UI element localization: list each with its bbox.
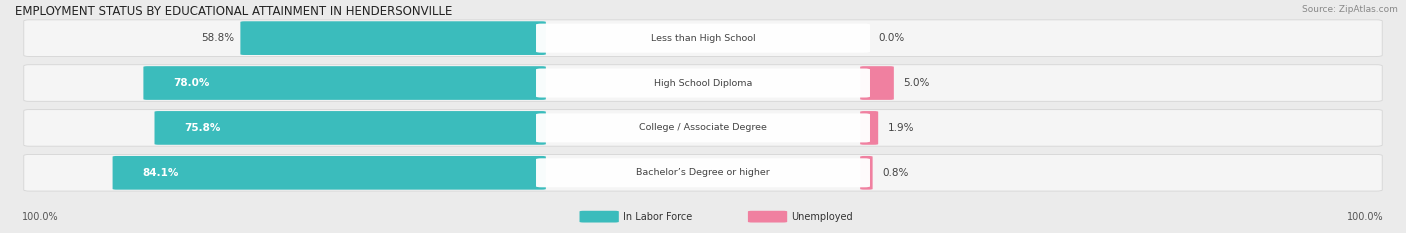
FancyBboxPatch shape	[24, 110, 1382, 146]
Text: 0.8%: 0.8%	[883, 168, 908, 178]
FancyBboxPatch shape	[536, 113, 870, 142]
Text: 84.1%: 84.1%	[142, 168, 179, 178]
FancyBboxPatch shape	[536, 69, 870, 98]
FancyBboxPatch shape	[240, 21, 546, 55]
FancyBboxPatch shape	[536, 158, 870, 187]
Text: 100.0%: 100.0%	[22, 212, 59, 222]
Text: High School Diploma: High School Diploma	[654, 79, 752, 88]
Text: 100.0%: 100.0%	[1347, 212, 1384, 222]
Text: EMPLOYMENT STATUS BY EDUCATIONAL ATTAINMENT IN HENDERSONVILLE: EMPLOYMENT STATUS BY EDUCATIONAL ATTAINM…	[15, 5, 453, 18]
Text: 1.9%: 1.9%	[889, 123, 914, 133]
Text: Unemployed: Unemployed	[792, 212, 853, 222]
FancyBboxPatch shape	[860, 156, 873, 190]
FancyBboxPatch shape	[748, 211, 787, 223]
Text: Source: ZipAtlas.com: Source: ZipAtlas.com	[1302, 5, 1398, 14]
FancyBboxPatch shape	[24, 154, 1382, 191]
Text: 5.0%: 5.0%	[904, 78, 929, 88]
FancyBboxPatch shape	[112, 156, 546, 190]
Text: Less than High School: Less than High School	[651, 34, 755, 43]
Text: 78.0%: 78.0%	[173, 78, 209, 88]
FancyBboxPatch shape	[24, 65, 1382, 101]
Text: College / Associate Degree: College / Associate Degree	[640, 123, 766, 132]
Text: 0.0%: 0.0%	[879, 33, 904, 43]
FancyBboxPatch shape	[155, 111, 546, 145]
Text: In Labor Force: In Labor Force	[623, 212, 692, 222]
Text: 75.8%: 75.8%	[184, 123, 221, 133]
FancyBboxPatch shape	[143, 66, 546, 100]
FancyBboxPatch shape	[860, 111, 879, 145]
FancyBboxPatch shape	[536, 24, 870, 53]
Text: Bachelor’s Degree or higher: Bachelor’s Degree or higher	[636, 168, 770, 177]
Text: 58.8%: 58.8%	[201, 33, 235, 43]
FancyBboxPatch shape	[24, 20, 1382, 56]
FancyBboxPatch shape	[579, 211, 619, 223]
FancyBboxPatch shape	[860, 66, 894, 100]
